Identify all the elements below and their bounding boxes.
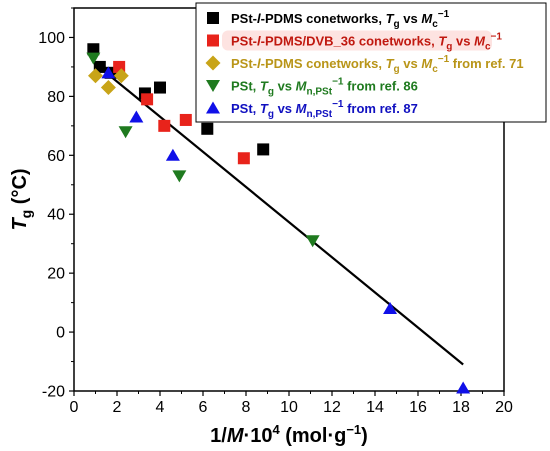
legend-marker xyxy=(206,101,220,114)
x-tick-label: 4 xyxy=(156,399,165,416)
x-tick-label: 0 xyxy=(70,399,79,416)
data-point-series-1 xyxy=(154,81,166,94)
legend-marker xyxy=(205,55,221,71)
legend-marker xyxy=(207,12,219,24)
data-point-series-4 xyxy=(118,126,133,139)
x-tick-label: 2 xyxy=(113,399,122,416)
data-point-series-1 xyxy=(87,43,100,56)
x-tick-label: 14 xyxy=(366,399,384,416)
x-tick-label: 12 xyxy=(323,399,341,416)
y-tick-label: -20 xyxy=(42,384,65,401)
data-point-series-4 xyxy=(172,170,187,183)
legend-entry-text: PSt-l-PDMS conetworks, Tg vs Mc−1 xyxy=(231,9,450,30)
legend: PSt-l-PDMS conetworks, Tg vs Mc−1PSt-l-P… xyxy=(195,2,547,123)
data-point-series-4 xyxy=(305,235,320,248)
x-tick-label: 16 xyxy=(409,399,427,416)
legend-marker xyxy=(207,34,219,47)
y-tick-label: 0 xyxy=(56,325,65,342)
data-point-series-2 xyxy=(158,119,171,132)
x-tick-label: 10 xyxy=(280,399,298,416)
legend-entry-text: PSt, Tg vs Mn,PSt−1 from ref. 87 xyxy=(231,99,418,120)
y-tick-label: 20 xyxy=(47,266,65,283)
legend-box xyxy=(195,2,547,123)
x-tick-label: 6 xyxy=(199,399,208,416)
data-point-series-5 xyxy=(165,148,180,161)
legend-entry-text: PSt-l-PDMS conetworks, Tg vs Mc−1 from r… xyxy=(231,54,524,75)
axis-titles: 1/M·104 (mol·g−1) Tg (°C) xyxy=(9,168,368,447)
data-point-series-2 xyxy=(179,113,192,126)
x-tick-label: 8 xyxy=(242,399,251,416)
legend-marker xyxy=(206,80,220,92)
x-tick-label: 18 xyxy=(452,399,470,416)
data-point-series-2 xyxy=(141,93,154,106)
data-point-series-3 xyxy=(113,68,129,84)
y-tick-label: 60 xyxy=(47,148,65,165)
y-tick-label: 100 xyxy=(38,30,65,47)
y-axis-title: Tg (°C) xyxy=(9,168,34,230)
data-point-series-4 xyxy=(86,52,101,65)
linear-fit-line xyxy=(94,63,464,366)
legend-entry-highlight xyxy=(222,30,492,51)
legend-entry-text: PSt-l-PDMS/DVB_36 conetworks, Tg vs Mc−1 xyxy=(231,32,502,53)
data-point-series-1 xyxy=(257,143,270,156)
y-tick-label: 80 xyxy=(47,89,65,106)
data-point-series-2 xyxy=(237,152,250,165)
data-point-series-5 xyxy=(383,302,398,315)
data-point-series-5 xyxy=(101,66,116,79)
data-point-series-5 xyxy=(129,110,144,123)
data-point-series-1 xyxy=(201,122,214,135)
axis-ticks: 0 2 4 6 8 10 12 14 16 18 20 -20 0 20 40 60 80 100 xyxy=(38,7,513,416)
legend-entry-text: PSt, Tg vs Mn,PSt−1 from ref. 86 xyxy=(231,77,418,98)
data-point-series-3 xyxy=(88,68,103,84)
fit-line-group xyxy=(94,63,464,366)
x-axis-title: 1/M·104 (mol·g−1) xyxy=(210,422,368,447)
data-point-series-5 xyxy=(456,381,471,394)
data-points xyxy=(86,43,471,394)
data-point-series-3 xyxy=(100,80,116,96)
y-tick-label: 40 xyxy=(47,207,65,224)
x-tick-label: 20 xyxy=(495,399,513,416)
